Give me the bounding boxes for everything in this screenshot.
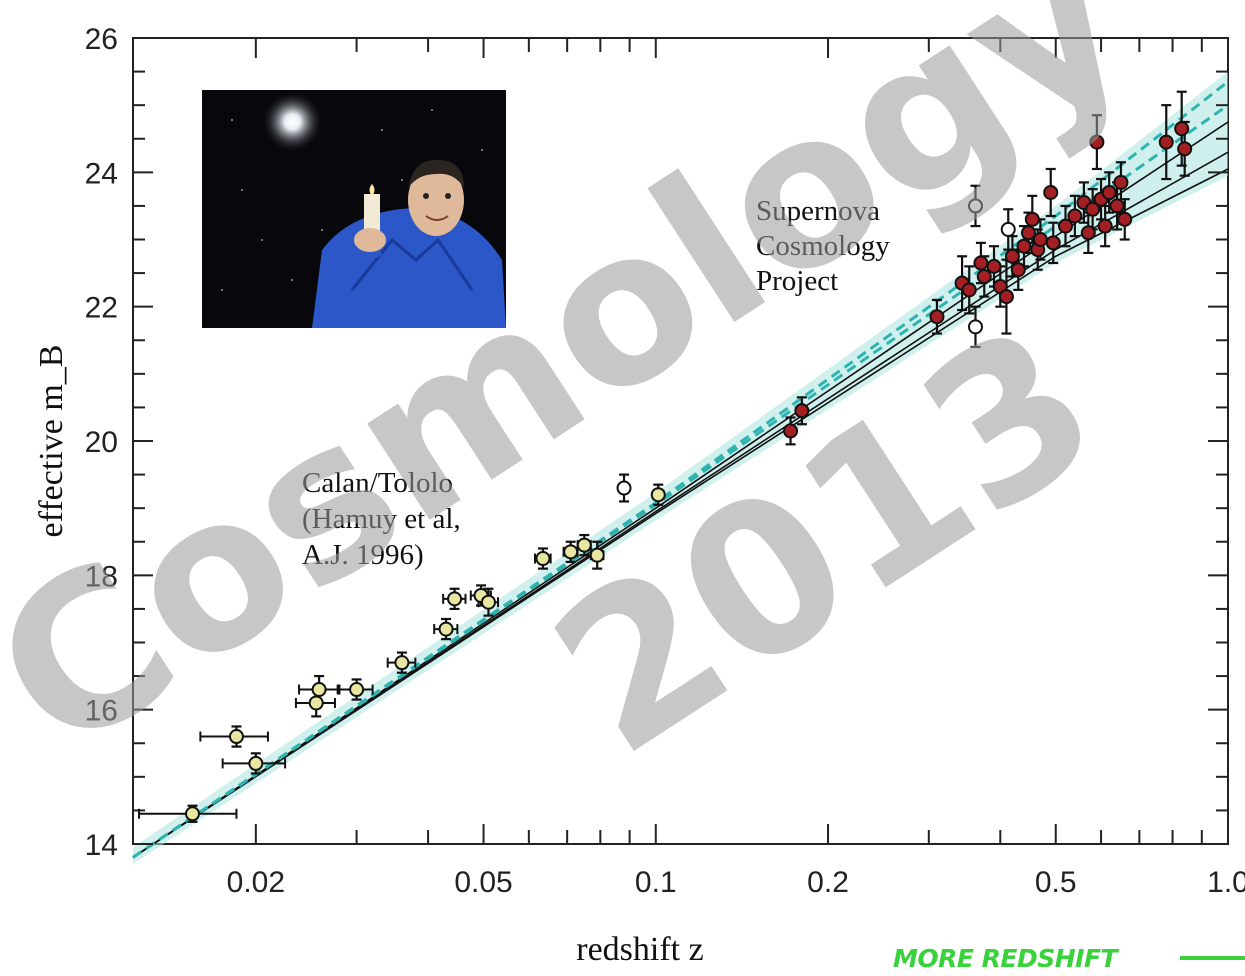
axis-ticks [133,37,1229,845]
calan-line-3: A.J. 1996) [302,539,424,571]
x-tick-label-2: 0.1 [635,866,677,899]
data-point-0-13 [576,537,592,553]
data-point-2-31 [1158,134,1174,150]
calan-line-1: Calan/Tololo [302,467,453,499]
data-point-2-4 [961,282,977,298]
data-point-2-17 [1043,184,1059,200]
y-axis-title: effective m_B [33,345,70,538]
data-point-0-8 [447,591,463,607]
data-point-2-26 [1097,218,1113,234]
y-tick-label-0: 14 [85,829,118,862]
x-tick-label-4: 0.5 [1035,866,1077,899]
data-point-2-0 [783,423,799,439]
data-point-2-28 [1109,198,1125,214]
data-point-2-14 [1024,211,1040,227]
x-tick-label-0: 0.02 [227,866,285,899]
data-point-2-24 [1089,134,1105,150]
data-point-0-3 [308,695,324,711]
x-tick-label-5: 1.0 [1207,866,1245,899]
data-point-1-1 [967,198,983,214]
x-axis-title: redshift z [576,931,703,968]
y-tick-label-6: 26 [85,23,118,56]
data-point-2-22 [1080,225,1096,241]
data-point-2-1 [794,403,810,419]
data-point-2-32 [1174,121,1190,137]
data-point-0-2 [248,755,264,771]
data-point-2-5 [973,255,989,271]
scp-line-1: Supernova [756,195,880,227]
model-line-4 [132,103,1229,859]
data-point-2-16 [1032,232,1048,247]
data-point-2-2 [929,309,945,325]
x-axis-title-text: redshift z [576,931,703,968]
data-point-2-20 [1067,208,1083,224]
photo-image [202,90,506,328]
tick-labels: 0.02 0.05 0.1 0.2 0.5 1.0 14 16 18 20 22 24 26 [85,23,1245,899]
data-point-2-12 [1016,238,1032,254]
data-point-0-14 [589,547,605,563]
x-tick-label-1: 0.05 [454,866,512,899]
data-point-2-11 [1010,262,1026,278]
calan-tololo-annotation: Calan/Tololo (Hamuy et al, A.J. 1996) [302,467,461,571]
data-point-2-18 [1045,235,1061,251]
data-point-2-10 [1004,248,1020,264]
model-line-3 [132,80,1229,859]
data-point-2-29 [1113,174,1129,190]
data-point-0-15 [650,487,666,503]
scp-line-3: Project [756,265,838,297]
scp-annotation: Supernova Cosmology Project [756,195,890,297]
data-point-1-3 [1000,221,1016,237]
calan-line-2: (Hamuy et al, [302,503,461,535]
data-point-2-13 [1020,225,1036,241]
data-point-1-0 [616,480,632,496]
y-tick-label-3: 20 [85,426,118,459]
model-line-2 [132,168,1229,859]
data-point-0-6 [394,655,410,671]
data-point-0-7 [438,621,454,637]
data-point-2-30 [1117,211,1133,227]
data-point-0-0 [184,806,200,822]
x-tick-label-3: 0.2 [807,866,849,899]
data-point-0-10 [480,594,496,610]
data-point-0-4 [311,682,327,698]
man-holding-candle-photo [202,90,506,328]
y-tick-label-1: 16 [85,695,118,728]
data-point-2-6 [976,268,992,284]
model-lines [132,80,1229,859]
model-line-0 [132,151,1229,859]
y-axis-title-text: effective m_B [33,345,70,538]
data-point-2-23 [1085,201,1101,217]
data-point-2-19 [1057,218,1073,234]
data-point-0-1 [228,729,244,745]
data-point-0-11 [535,551,551,567]
more-redshift-arrow [1180,956,1245,960]
y-tick-label-2: 18 [85,560,118,593]
data-point-0-5 [349,682,365,698]
data-point-2-27 [1101,184,1117,200]
model-line-1 [132,121,1229,859]
more-redshift-label: MORE REDSHIFT [893,944,1118,973]
data-point-1-2 [967,319,983,335]
scp-line-2: Cosmology [756,230,890,262]
y-tick-label-5: 24 [85,157,118,190]
data-point-2-7 [986,258,1002,274]
data-point-2-9 [998,289,1014,305]
data-point-0-12 [563,544,579,560]
data-points [184,121,1193,822]
data-point-2-33 [1177,141,1193,157]
y-tick-label-4: 22 [85,292,118,325]
